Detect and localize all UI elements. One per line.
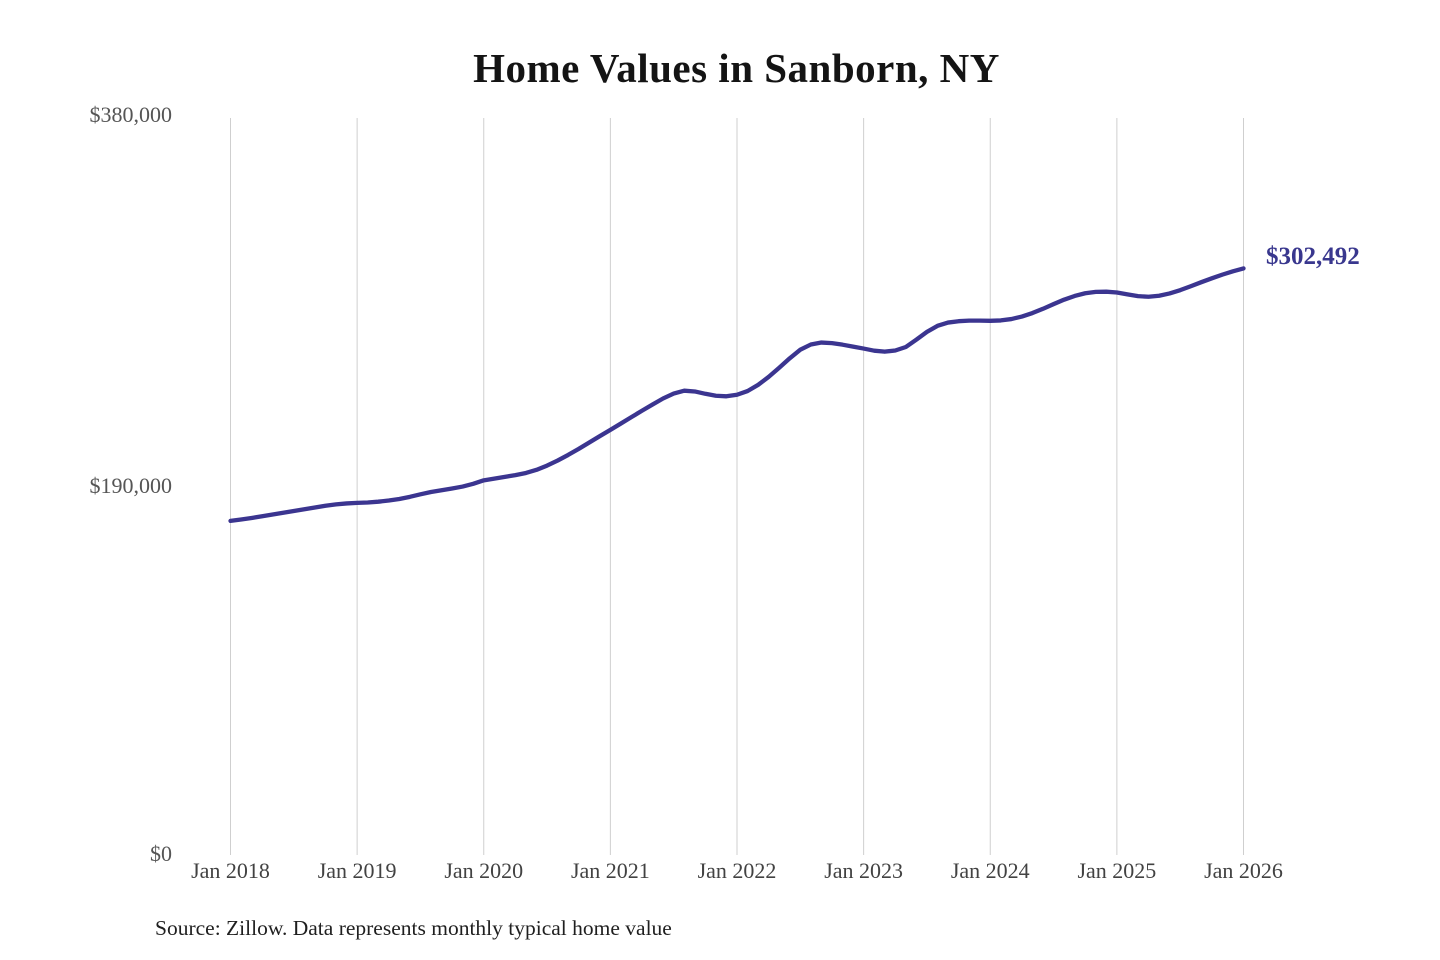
- x-axis-labels: Jan 2018 Jan 2019 Jan 2020 Jan 2021 Jan 2022…: [0, 858, 1440, 888]
- source-note: Source: Zillow. Data represents monthly …: [155, 916, 672, 940]
- x-tick-label: Jan 2019: [317, 858, 397, 883]
- y-tick-label-190000: $190,000: [89, 473, 173, 498]
- x-tick-label: Jan 2020: [444, 858, 524, 883]
- y-tick-label-380000: $380,000: [89, 102, 173, 127]
- x-tick-label: Jan 2026: [1204, 858, 1283, 883]
- y-tick-label-0: $0: [150, 841, 172, 866]
- x-tick-label: Jan 2023: [824, 858, 904, 883]
- x-tick-label: Jan 2018: [191, 858, 270, 883]
- x-tick-label: Jan 2022: [697, 858, 777, 883]
- x-tick-label: Jan 2021: [570, 858, 650, 883]
- x-tick-label: Jan 2025: [1077, 858, 1157, 883]
- end-value-label: $302,492: [1266, 243, 1360, 270]
- x-tick-label: Jan 2024: [950, 858, 1030, 883]
- gridlines-group: [230, 118, 1244, 855]
- chart-title: Home Values in Sanborn, NY: [473, 45, 1000, 91]
- home-value-line: [228, 266, 1246, 524]
